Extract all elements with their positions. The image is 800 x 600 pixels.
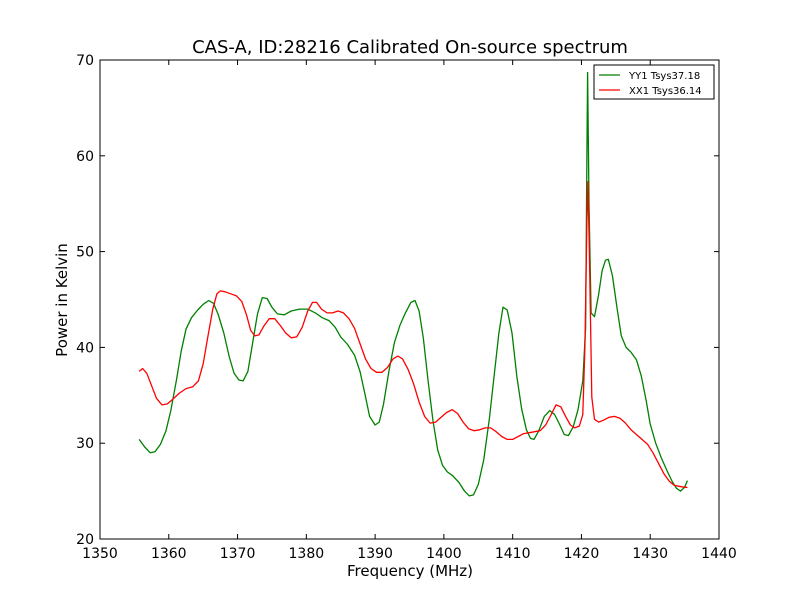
x-tick-label: 1370 [220, 546, 256, 562]
y-tick-label: 60 [76, 149, 94, 165]
x-tick-label: 1360 [151, 546, 187, 562]
x-tick-label: 1400 [426, 546, 462, 562]
y-tick-label: 20 [76, 532, 94, 548]
x-tick-label: 1440 [701, 546, 737, 562]
x-axis-label: Frequency (MHz) [347, 562, 473, 580]
y-axis-label: Power in Kelvin [53, 243, 71, 357]
y-axis: 20 30 40 50 60 70 [76, 53, 719, 548]
y-tick-label: 50 [76, 245, 94, 261]
plot-frame [99, 59, 720, 540]
x-tick-label: 1420 [564, 546, 600, 562]
x-tick-label: 1430 [632, 546, 668, 562]
series-line-0 [138, 71, 688, 497]
plot-area: 1350 1360 1370 1380 1390 1400 1410 1420 1430 1440… [76, 53, 737, 562]
x-tick-label: 1410 [495, 546, 531, 562]
legend: YY1 Tsys37.18 XX1 Tsys36.14 [593, 64, 715, 100]
series-line-1 [138, 181, 688, 488]
x-tick-label: 1350 [82, 546, 118, 562]
legend-label-1: XX1 Tsys36.14 [629, 86, 702, 97]
plot-background [100, 60, 719, 539]
series-layer [138, 71, 688, 497]
x-tick-label: 1390 [357, 546, 393, 562]
x-tick-label: 1380 [289, 546, 325, 562]
y-tick-label: 40 [76, 340, 94, 356]
y-tick-label: 30 [76, 436, 94, 452]
legend-box [593, 64, 715, 100]
chart-title: CAS-A, ID:28216 Calibrated On-source spe… [192, 37, 628, 58]
legend-label-0: YY1 Tsys37.18 [628, 71, 700, 82]
x-axis: 1350 1360 1370 1380 1390 1400 1410 1420 1430 1440 [82, 60, 737, 562]
y-tick-label: 70 [76, 53, 94, 69]
